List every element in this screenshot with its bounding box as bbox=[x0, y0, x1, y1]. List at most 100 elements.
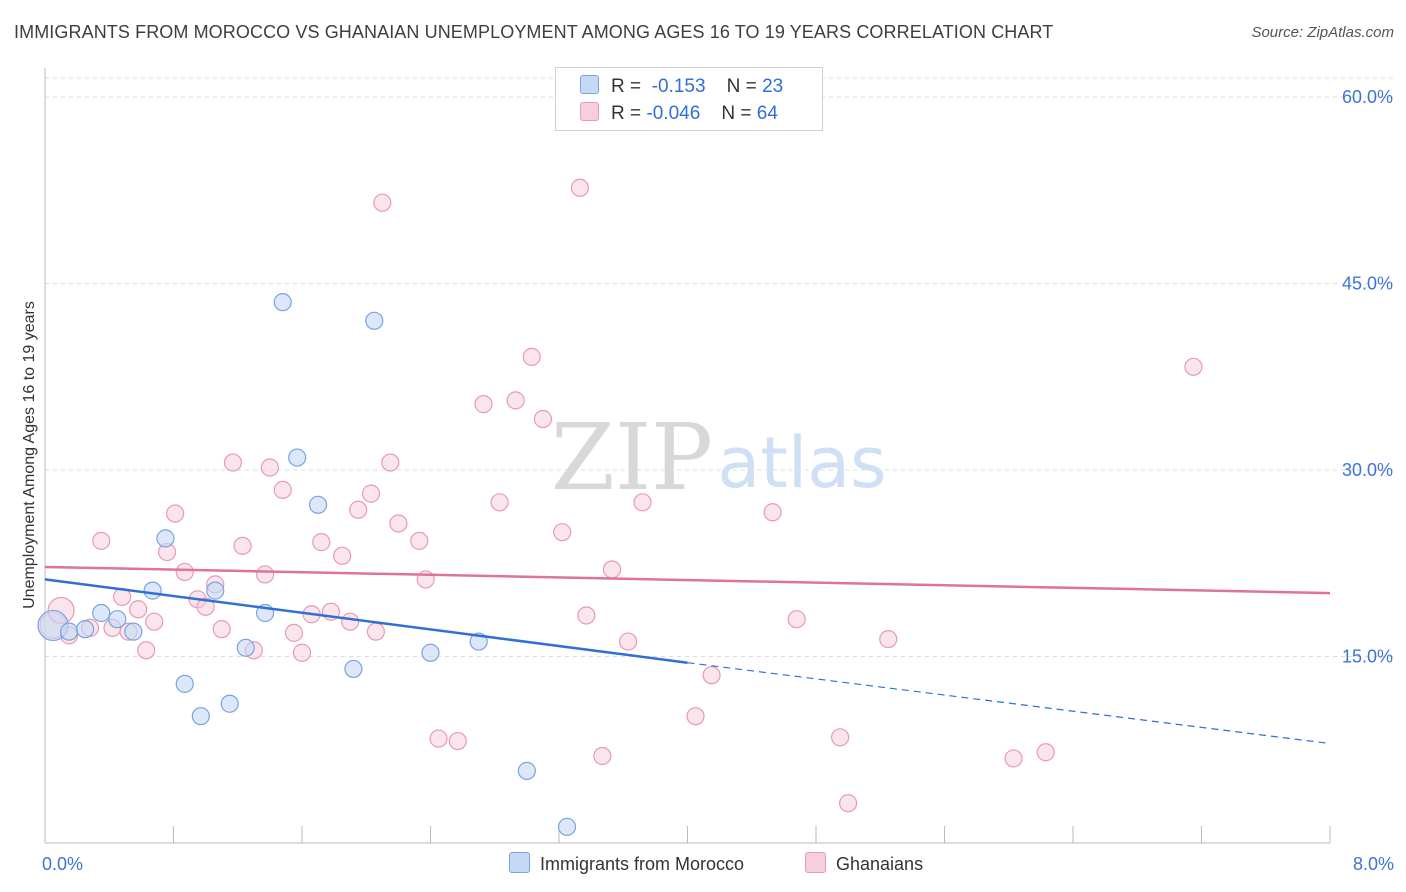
ghanaians-point bbox=[212, 620, 231, 639]
tick-labels: 15.0% 30.0% 45.0% 60.0% 0.0% 8.0% bbox=[42, 87, 1394, 874]
ghanaians-point bbox=[602, 560, 622, 579]
ghanaians-point bbox=[233, 536, 252, 555]
trend-lines bbox=[44, 565, 1331, 745]
ghanaians-point bbox=[312, 533, 331, 552]
ghanaians-point bbox=[145, 612, 164, 631]
morocco-point bbox=[124, 622, 143, 641]
ghanaians-point bbox=[349, 500, 368, 519]
ghanaians-point bbox=[533, 409, 553, 429]
ghanaians-point bbox=[166, 504, 185, 523]
morocco-point bbox=[59, 622, 79, 641]
legend-row-morocco: R = -0.153 N = 23 bbox=[580, 75, 783, 98]
legend-swatch-morocco bbox=[580, 75, 599, 94]
ghanaians-point bbox=[410, 531, 429, 550]
ghanaians-point bbox=[373, 193, 392, 212]
legend-r-value-morocco: -0.153 bbox=[651, 76, 706, 97]
ghanaians-point bbox=[448, 731, 467, 751]
morocco-point bbox=[220, 694, 239, 713]
ghanaians-point bbox=[273, 480, 292, 499]
bottom-legend-morocco: Immigrants from Morocco bbox=[509, 852, 744, 875]
ghanaians-point bbox=[839, 794, 858, 813]
legend-n-value-morocco: 23 bbox=[762, 76, 784, 97]
y-tick-label: 45.0% bbox=[1342, 274, 1393, 294]
ghanaians-point bbox=[570, 178, 589, 197]
legend-swatch-ghanaians bbox=[580, 102, 599, 121]
bottom-legend-swatch-morocco bbox=[509, 852, 530, 873]
ghanaians-point bbox=[577, 606, 596, 625]
morocco-point bbox=[288, 448, 307, 467]
ghanaians-point bbox=[879, 629, 898, 649]
morocco-point bbox=[191, 707, 210, 726]
ghanaians-point bbox=[92, 531, 111, 550]
ghanaians-point bbox=[255, 565, 275, 584]
morocco-points bbox=[37, 293, 577, 836]
ghanaians-point bbox=[1004, 749, 1023, 768]
chart-title: IMMIGRANTS FROM MOROCCO VS GHANAIAN UNEM… bbox=[14, 22, 1054, 42]
legend-row-ghanaians: R = -0.046 N = 64 bbox=[580, 102, 778, 125]
legend-r-label: R = bbox=[611, 76, 642, 97]
y-tick-label: 15.0% bbox=[1342, 647, 1393, 667]
morocco-trend-extension bbox=[687, 662, 1331, 745]
legend-n-label: N = bbox=[721, 103, 752, 124]
morocco-point bbox=[421, 643, 440, 662]
legend-n-value-ghanaians: 64 bbox=[756, 103, 778, 124]
ghanaians-point bbox=[702, 666, 721, 685]
morocco-point bbox=[76, 620, 95, 639]
ghanaians-point bbox=[506, 391, 525, 410]
morocco-point bbox=[92, 603, 111, 623]
morocco-point bbox=[236, 638, 255, 657]
ghanaians-point bbox=[763, 503, 782, 522]
ghanaians-point bbox=[175, 562, 194, 582]
morocco-point bbox=[517, 761, 536, 780]
ghanaians-points bbox=[39, 178, 1203, 813]
ghanaians-point bbox=[366, 622, 385, 641]
bottom-legend-label-morocco: Immigrants from Morocco bbox=[540, 854, 745, 874]
legend-n-label: N = bbox=[726, 76, 757, 97]
source-label: Source: ZipAtlas.com bbox=[1251, 24, 1394, 41]
ghanaians-point bbox=[633, 493, 652, 512]
bottom-legend-label-ghanaians: Ghanaians bbox=[836, 854, 924, 874]
ghanaians-point bbox=[196, 597, 215, 616]
ghanaians-point bbox=[474, 395, 493, 414]
ghanaians-point bbox=[593, 746, 612, 766]
ghanaians-point bbox=[284, 623, 304, 642]
ghanaians-point bbox=[137, 641, 156, 660]
ghanaians-point bbox=[830, 728, 850, 747]
morocco-point bbox=[308, 495, 328, 514]
morocco-point bbox=[175, 674, 194, 693]
morocco-point bbox=[143, 581, 162, 600]
ghanaians-point bbox=[1184, 357, 1203, 376]
correlation-legend: R = -0.153 N = 23 R = -0.046 N = 64 bbox=[555, 67, 823, 131]
bottom-legend-swatch-ghanaians bbox=[805, 852, 826, 873]
ghanaians-point bbox=[260, 458, 279, 477]
ghanaians-point bbox=[292, 643, 312, 662]
ghanaians-point bbox=[522, 347, 541, 366]
x-tick-label: 8.0% bbox=[1353, 854, 1394, 874]
ghanaians-point bbox=[223, 453, 243, 472]
ghanaians-point bbox=[1036, 743, 1055, 762]
ghanaians-point bbox=[686, 707, 705, 726]
morocco-trend-line bbox=[44, 578, 688, 664]
ghanaians-point bbox=[129, 600, 148, 619]
legend-r-value-ghanaians: -0.046 bbox=[646, 103, 701, 124]
axis-layer bbox=[44, 68, 1331, 844]
y-tick-label: 30.0% bbox=[1342, 460, 1393, 480]
ghanaians-trend-line bbox=[44, 565, 1331, 595]
watermark-atlas: atlas bbox=[717, 422, 886, 504]
morocco-point bbox=[108, 610, 127, 629]
ghanaians-point bbox=[787, 610, 806, 629]
legend-r-label: R = bbox=[611, 103, 642, 124]
bottom-legend-ghanaians: Ghanaians bbox=[805, 852, 923, 875]
ghanaians-point bbox=[429, 729, 448, 748]
watermark-zip: ZIP bbox=[551, 404, 713, 511]
morocco-point bbox=[365, 311, 384, 330]
ghanaians-point bbox=[341, 612, 360, 631]
morocco-point bbox=[344, 659, 363, 679]
ghanaians-point bbox=[553, 523, 572, 542]
x-tick-label: 0.0% bbox=[42, 854, 83, 874]
ghanaians-point bbox=[389, 514, 408, 533]
morocco-point bbox=[206, 581, 225, 600]
morocco-point bbox=[557, 817, 577, 836]
y-tick-label: 60.0% bbox=[1342, 87, 1393, 107]
